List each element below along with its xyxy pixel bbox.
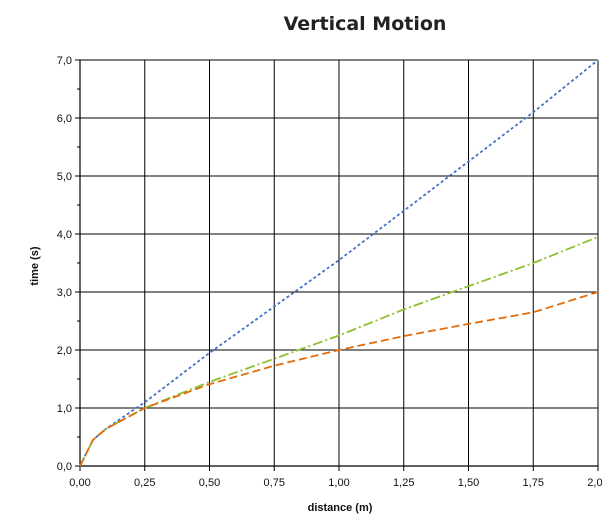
- series-line-3: [79, 291, 599, 467]
- x-tick-label: 0,00: [69, 477, 90, 489]
- y-tick-label: 5,0: [57, 171, 72, 183]
- x-axis-ticks: 0,00 0,25 0,50 0,75 1,00 1,25 1,50 1,75 2,00: [69, 466, 602, 489]
- x-tick-label: 1,00: [328, 477, 349, 489]
- x-tick-label: 0,50: [199, 477, 220, 489]
- gridlines: [79, 59, 599, 467]
- y-tick-label: 2,0: [57, 345, 72, 357]
- series-lines: [79, 59, 599, 467]
- y-tick-label: 6,0: [57, 113, 72, 125]
- chart-title: Vertical Motion: [284, 13, 447, 35]
- y-axis-ticks: 0,0 1,0 2,0 3,0 4,0 5,0 6,0 7,0: [57, 55, 80, 473]
- x-tick-label: 1,75: [523, 477, 544, 489]
- x-tick-label: 0,25: [134, 477, 155, 489]
- y-tick-label: 7,0: [57, 55, 72, 67]
- x-tick-label: 1,25: [393, 477, 414, 489]
- y-tick-label: 0,0: [57, 461, 72, 473]
- y-tick-label: 3,0: [57, 287, 72, 299]
- x-tick-label: 0,75: [264, 477, 285, 489]
- y-tick-label: 1,0: [57, 403, 72, 415]
- x-tick-label: 2,00: [587, 477, 602, 489]
- y-tick-label: 4,0: [57, 229, 72, 241]
- y-axis-label: time (s): [29, 246, 41, 285]
- x-axis-label: distance (m): [308, 502, 373, 514]
- x-tick-label: 1,50: [458, 477, 479, 489]
